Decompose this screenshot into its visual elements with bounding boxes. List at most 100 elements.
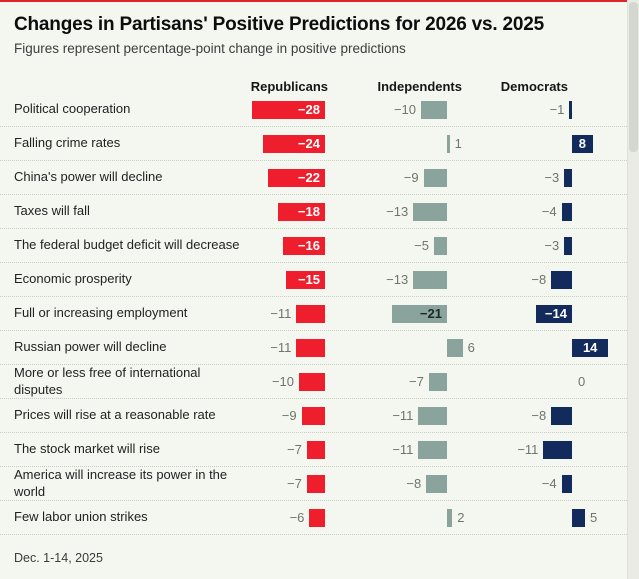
democrats-bar: −14	[535, 304, 572, 323]
date-note: Dec. 1-14, 2025	[14, 551, 103, 565]
row-label: China's power will decline	[14, 169, 163, 185]
value-label: −13	[386, 271, 409, 287]
democrats-bar	[564, 236, 572, 255]
independents-bar	[418, 440, 447, 459]
value-label: −9	[403, 169, 419, 185]
row-label: Few labor union strikes	[14, 509, 148, 525]
democrats-bar	[543, 440, 572, 459]
independents-bar	[447, 508, 453, 527]
value-label: 6	[467, 339, 475, 355]
row-label: America will increase its power in the w…	[14, 466, 228, 499]
independents-bar	[413, 202, 447, 221]
independents-bar	[423, 168, 447, 187]
value-label: −28	[297, 101, 320, 117]
value-label: −3	[544, 237, 560, 253]
republicans-bar	[306, 474, 325, 493]
value-label: 14	[582, 339, 598, 355]
table-row: Few labor union strikes −6 2 5	[0, 501, 627, 535]
democrats-bar	[551, 406, 572, 425]
value-label: −16	[297, 237, 320, 253]
table-row: Political cooperation −28 −10 −1	[0, 93, 627, 127]
democrats-bar	[561, 474, 572, 493]
row-label: The federal budget deficit will decrease	[14, 237, 240, 253]
democrats-bar	[551, 270, 572, 289]
table-row: The federal budget deficit will decrease…	[0, 229, 627, 263]
table-row: Russian power will decline −11 6 14	[0, 331, 627, 365]
scrollbar-track[interactable]	[627, 0, 639, 579]
independents-bar	[418, 406, 447, 425]
row-label: Russian power will decline	[14, 339, 167, 355]
republicans-bar: −28	[252, 100, 325, 119]
democrats-bar	[572, 508, 585, 527]
democrats-bar: 14	[572, 338, 609, 357]
republicans-bar	[301, 406, 325, 425]
table-row: Falling crime rates −24 1 8	[0, 127, 627, 161]
independents-bar	[426, 474, 447, 493]
value-label: −5	[414, 237, 429, 253]
independents-bar	[413, 270, 447, 289]
value-label: −4	[541, 203, 557, 219]
republicans-bar	[309, 508, 325, 527]
republicans-bar: −24	[262, 134, 325, 153]
republicans-bar: −16	[283, 236, 325, 255]
row-label: More or less free of international dispu…	[14, 364, 201, 397]
value-label: −11	[392, 407, 414, 423]
row-label: Taxes will fall	[14, 203, 90, 219]
republicans-bar: −15	[286, 270, 325, 289]
table-row: The stock market will rise −7 −11 −11	[0, 433, 627, 467]
value-label: −14	[544, 305, 567, 321]
table-row: Taxes will fall −18 −13 −4	[0, 195, 627, 229]
independents-bar	[428, 372, 447, 391]
top-accent-rule	[0, 0, 639, 2]
independents-bar	[421, 100, 447, 119]
row-label: Prices will rise at a reasonable rate	[14, 407, 216, 423]
value-label: −9	[281, 407, 297, 423]
value-label: −10	[271, 373, 294, 389]
value-label: −3	[544, 169, 560, 185]
value-label: −8	[531, 407, 547, 423]
democrats-bar	[561, 202, 572, 221]
democrats-bar	[569, 100, 572, 119]
rows-container: Political cooperation −28 −10 −1 Falling cri…	[0, 93, 627, 535]
value-label: −24	[297, 135, 320, 151]
republicans-bar	[296, 304, 325, 323]
value-label: −15	[297, 271, 320, 287]
value-label: −7	[286, 475, 302, 491]
value-label: −7	[408, 373, 424, 389]
republicans-bar	[296, 338, 325, 357]
value-label: −11	[270, 305, 292, 321]
value-label: −11	[392, 441, 414, 457]
table-row: Economic prosperity −15 −13 −8	[0, 263, 627, 297]
scrollbar-thumb[interactable]	[629, 2, 638, 152]
democrats-bar	[564, 168, 572, 187]
value-label: −6	[289, 509, 305, 525]
republicans-bar	[306, 440, 325, 459]
value-label: 1	[454, 135, 462, 151]
independents-bar	[434, 236, 447, 255]
value-label: −18	[297, 203, 320, 219]
value-label: −11	[517, 441, 539, 457]
republicans-bar: −18	[278, 202, 325, 221]
value-label: −8	[531, 271, 547, 287]
table-row: Prices will rise at a reasonable rate −9 −…	[0, 399, 627, 433]
value-label: −7	[286, 441, 302, 457]
row-label: Falling crime rates	[14, 135, 121, 151]
column-header-republicans: Republicans	[250, 79, 328, 94]
value-label: −22	[297, 169, 320, 185]
value-label: −13	[386, 203, 409, 219]
row-label: Economic prosperity	[14, 271, 132, 287]
chart-title: Changes in Partisans' Positive Predictio…	[14, 14, 545, 35]
value-label: 2	[457, 509, 465, 525]
row-label: The stock market will rise	[14, 441, 160, 457]
table-row: America will increase its power in the w…	[0, 467, 627, 501]
column-header-democrats: Democrats	[500, 79, 568, 94]
table-row: More or less free of international dispu…	[0, 365, 627, 399]
value-label: −1	[549, 101, 565, 117]
chart-subtitle: Figures represent percentage-point chang…	[14, 41, 406, 56]
column-header-independents: Independents	[377, 79, 462, 94]
republicans-bar: −22	[267, 168, 325, 187]
independents-bar	[447, 134, 450, 153]
table-row: China's power will decline −22 −9 −3	[0, 161, 627, 195]
table-row: Full or increasing employment −11 −21 −14	[0, 297, 627, 331]
value-label: −10	[393, 101, 416, 117]
